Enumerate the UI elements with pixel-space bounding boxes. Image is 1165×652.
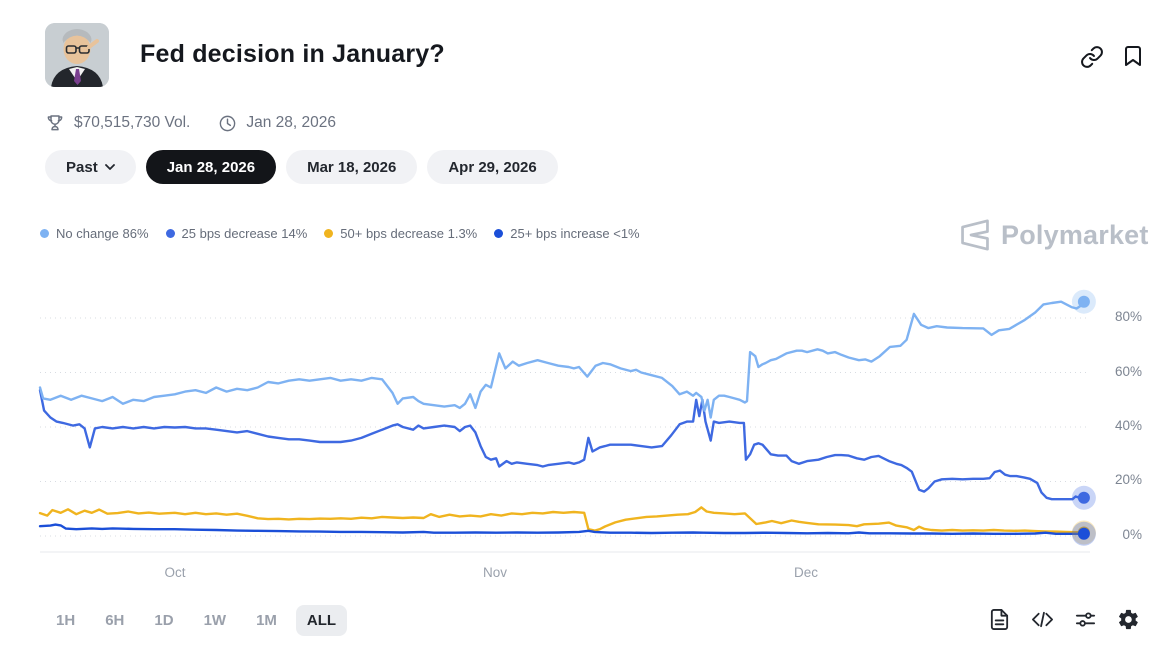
powell-portrait-placeholder: [45, 23, 109, 87]
y-axis-tick-40: 40%: [1114, 418, 1142, 433]
outcome-tabs: Past Jan 28, 2026 Mar 18, 2026 Apr 29, 2…: [45, 150, 558, 184]
chart-canvas[interactable]: [0, 270, 1165, 570]
tab-label: Past: [66, 158, 98, 176]
x-axis-tick-dec: Dec: [793, 565, 818, 580]
tab-label: Apr 29, 2026: [448, 158, 537, 176]
x-axis-tick-oct: Oct: [164, 565, 186, 580]
sliders-icon[interactable]: [1074, 608, 1097, 631]
watermark-label: Polymarket: [1001, 219, 1149, 250]
y-axis-tick-60: 60%: [1114, 364, 1142, 379]
tab-apr-29-2026[interactable]: Apr 29, 2026: [427, 150, 558, 184]
document-icon[interactable]: [988, 608, 1011, 631]
range-6h[interactable]: 6H: [105, 612, 125, 629]
range-1h[interactable]: 1H: [56, 612, 76, 629]
clock-icon: [220, 115, 236, 131]
page-title: Fed decision in January?: [140, 40, 445, 68]
legend-item-25bps-increase[interactable]: 25+ bps increase <1%: [494, 226, 640, 241]
link-icon[interactable]: [1080, 45, 1104, 69]
trophy-icon: [47, 115, 63, 131]
x-axis-tick-nov: Nov: [482, 565, 507, 580]
chevron-down-icon: [104, 164, 115, 170]
legend-item-50bps-decrease[interactable]: 50+ bps decrease 1.3%: [324, 226, 477, 241]
tab-label: Jan 28, 2026: [166, 158, 256, 176]
y-axis-tick-20: 20%: [1114, 472, 1142, 487]
y-axis-tick-0: 0%: [1122, 527, 1142, 542]
code-icon[interactable]: [1031, 608, 1054, 631]
range-1m[interactable]: 1M: [256, 612, 277, 629]
polymarket-logo-icon: [961, 219, 989, 251]
legend-label: 25 bps decrease 14%: [181, 226, 308, 241]
legend-item-25bps-decrease[interactable]: 25 bps decrease 14%: [165, 226, 308, 241]
chart-toolbar: [988, 608, 1140, 631]
volume-value: $70,515,730 Vol.: [74, 114, 191, 131]
resolution-date: Jan 28, 2026: [246, 114, 336, 131]
price-chart[interactable]: [0, 270, 1165, 570]
bookmark-icon[interactable]: [1121, 44, 1145, 68]
range-1d[interactable]: 1D: [154, 612, 174, 629]
legend-dot: [494, 229, 504, 238]
tab-mar-18-2026[interactable]: Mar 18, 2026: [286, 150, 418, 184]
range-all[interactable]: ALL: [295, 605, 348, 636]
time-range-selector: 1H 6H 1D 1W 1M ALL: [45, 605, 348, 636]
range-1w[interactable]: 1W: [203, 612, 227, 629]
tab-label: Mar 18, 2026: [307, 158, 397, 176]
tab-jan-28-2026[interactable]: Jan 28, 2026: [145, 150, 277, 184]
legend-item-no-change[interactable]: No change 86%: [40, 226, 149, 241]
legend-label: No change 86%: [56, 226, 149, 241]
legend-label: 25+ bps increase <1%: [510, 226, 640, 241]
legend-label: 50+ bps decrease 1.3%: [340, 226, 478, 241]
legend-dot: [165, 229, 175, 238]
tab-past[interactable]: Past: [45, 150, 136, 184]
gear-icon[interactable]: [1117, 608, 1140, 631]
polymarket-watermark: Polymarket: [958, 218, 1149, 252]
legend-dot: [40, 229, 49, 238]
market-avatar: [45, 23, 109, 87]
legend-dot: [324, 229, 334, 238]
y-axis-tick-80: 80%: [1114, 309, 1142, 324]
market-stats: $70,515,730 Vol. Jan 28, 2026: [45, 113, 336, 133]
chart-legend: No change 86% 25 bps decrease 14% 50+ bp…: [40, 226, 640, 241]
